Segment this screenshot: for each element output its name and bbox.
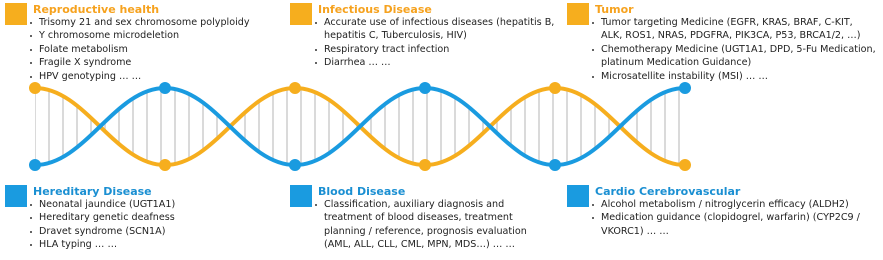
list-item: Microsatellite instability (MSI) … … [591,70,877,83]
list-item: Fragile X syndrome [29,56,285,69]
section-title: Blood Disease [318,185,406,198]
blue-strand [34,85,686,168]
list-item: Accurate use of infectious diseases (hep… [314,16,560,43]
list-item: Dravet syndrome (SCN1A) [29,225,265,238]
section-title: Infectious Disease [318,3,432,16]
section-title: Reproductive health [33,3,160,16]
blue-dots [29,82,691,171]
list-item: Chemotherapy Medicine (UGT1A1, DPD, 5-Fu… [591,43,877,70]
list-item: Classification, auxiliary diagnosis and … [314,198,540,252]
item-list: Alcohol metabolism / nitroglycerin effic… [591,198,877,238]
orange-dots [29,82,691,171]
section-title: Tumor [595,3,634,16]
list-item: Neonatal jaundice (UGT1A1) [29,198,265,211]
list-item: Hereditary genetic deafness [29,211,265,224]
section-title: Hereditary Disease [33,185,152,198]
section-icon [567,3,589,25]
section-icon [290,185,312,207]
item-list: Trisomy 21 and sex chromosome polyploidy… [29,16,285,83]
item-list: Classification, auxiliary diagnosis and … [314,198,540,252]
list-item: HPV genotyping … … [29,70,285,83]
list-item: Respiratory tract infection [314,43,560,56]
section-title: Cardio Cerebrovascular [595,185,741,198]
list-item: Folate metabolism [29,43,285,56]
list-item: Y chromosome microdeletion [29,29,285,42]
item-list: Accurate use of infectious diseases (hep… [314,16,560,70]
list-item: Alcohol metabolism / nitroglycerin effic… [591,198,877,211]
item-list: Neonatal jaundice (UGT1A1) Hereditary gen… [29,198,265,252]
section-icon [290,3,312,25]
list-item: HLA typing … … [29,238,265,251]
list-item: Medication guidance (clopidogrel, warfar… [591,211,877,238]
list-item: Tumor targeting Medicine (EGFR, KRAS, BR… [591,16,877,43]
section-icon [5,185,27,207]
list-item: Trisomy 21 and sex chromosome polyploidy [29,16,285,29]
item-list: Tumor targeting Medicine (EGFR, KRAS, BR… [591,16,877,83]
section-icon [567,185,589,207]
list-item: Diarrhea … … [314,56,560,69]
section-icon [5,3,27,25]
